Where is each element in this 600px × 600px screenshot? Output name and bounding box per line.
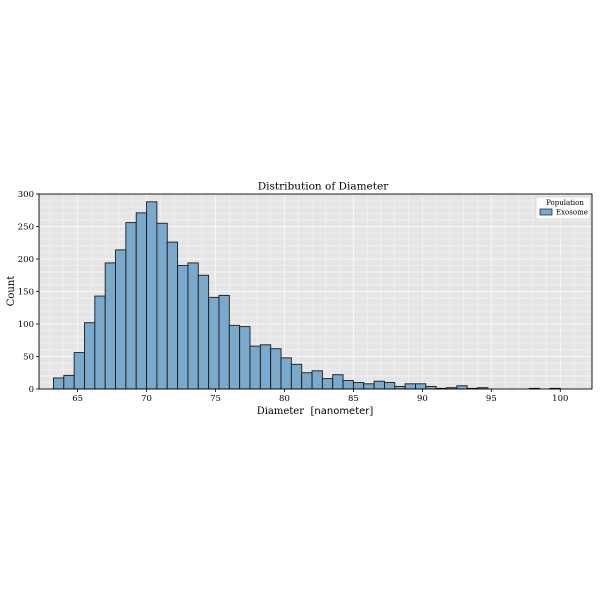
y-tick-label: 200 xyxy=(18,255,34,265)
y-tick-label: 50 xyxy=(23,353,34,363)
histogram-bar xyxy=(321,378,334,390)
histogram-bars xyxy=(53,201,561,390)
histogram-bar xyxy=(270,348,282,390)
histogram-bar xyxy=(363,383,375,390)
x-tick-label: 65 xyxy=(72,394,83,404)
histogram-bar xyxy=(177,265,189,390)
histogram-bar xyxy=(301,372,313,390)
legend-entry-exosome: Exosome xyxy=(556,209,588,217)
y-tick-label: 0 xyxy=(29,385,34,395)
x-tick-label: 75 xyxy=(210,394,221,404)
x-tick-label: 70 xyxy=(141,394,152,404)
x-tick-label: 100 xyxy=(552,394,568,404)
x-axis-ticks: 65 70 75 80 85 90 95 100 xyxy=(72,389,568,404)
histogram-bar xyxy=(197,274,210,390)
y-tick-label: 300 xyxy=(18,190,34,200)
histogram-bar xyxy=(218,294,230,390)
histogram-bar xyxy=(94,295,106,390)
y-tick-label: 100 xyxy=(18,320,34,330)
x-tick-label: 90 xyxy=(417,394,428,404)
histogram-bar xyxy=(156,222,168,390)
histogram-bar xyxy=(73,352,85,390)
histogram-bar xyxy=(290,363,303,390)
y-tick-label: 250 xyxy=(18,223,34,233)
legend-title: Population xyxy=(546,199,584,207)
histogram-bar xyxy=(352,382,365,390)
x-tick-label: 80 xyxy=(279,394,290,404)
legend: Population Exosome xyxy=(535,196,591,220)
histogram-bar xyxy=(456,385,468,390)
histogram-bar xyxy=(115,249,127,390)
histogram-bar xyxy=(125,222,137,390)
histogram-bar xyxy=(84,322,96,390)
histogram-bar xyxy=(415,383,427,390)
histogram-bar xyxy=(208,296,220,390)
histogram-bar xyxy=(373,380,385,390)
x-axis-label-text: Diameter xyxy=(257,406,305,417)
x-axis-label: Diameter [nanometer] xyxy=(257,406,374,417)
y-axis-ticks: 0 50 100 150 200 250 300 xyxy=(18,190,39,395)
histogram-bar xyxy=(104,262,116,390)
y-tick-label: 150 xyxy=(18,288,34,298)
histogram-bar xyxy=(166,241,179,390)
x-tick-label: 85 xyxy=(348,394,359,404)
histogram-bar xyxy=(228,324,241,390)
chart-title: Distribution of Diameter xyxy=(258,181,389,193)
x-axis-unit: nanometer xyxy=(314,406,370,417)
legend-swatch xyxy=(539,208,553,216)
histogram-bar xyxy=(259,344,272,390)
histogram-bar xyxy=(187,262,199,390)
histogram-bar xyxy=(280,357,292,390)
histogram-bar xyxy=(239,326,251,390)
histogram-bar xyxy=(53,377,65,390)
histogram-bar xyxy=(135,212,148,390)
histogram-bar xyxy=(332,374,344,390)
histogram-bar xyxy=(63,374,75,390)
y-axis-label: Count xyxy=(6,276,17,307)
histogram-bar xyxy=(311,370,323,390)
x-tick-label: 95 xyxy=(486,394,497,404)
histogram-bar xyxy=(146,201,158,390)
histogram-bar xyxy=(342,380,354,390)
histogram-bar xyxy=(249,345,261,390)
histogram-bar xyxy=(384,382,396,390)
histogram-bar xyxy=(404,383,416,390)
